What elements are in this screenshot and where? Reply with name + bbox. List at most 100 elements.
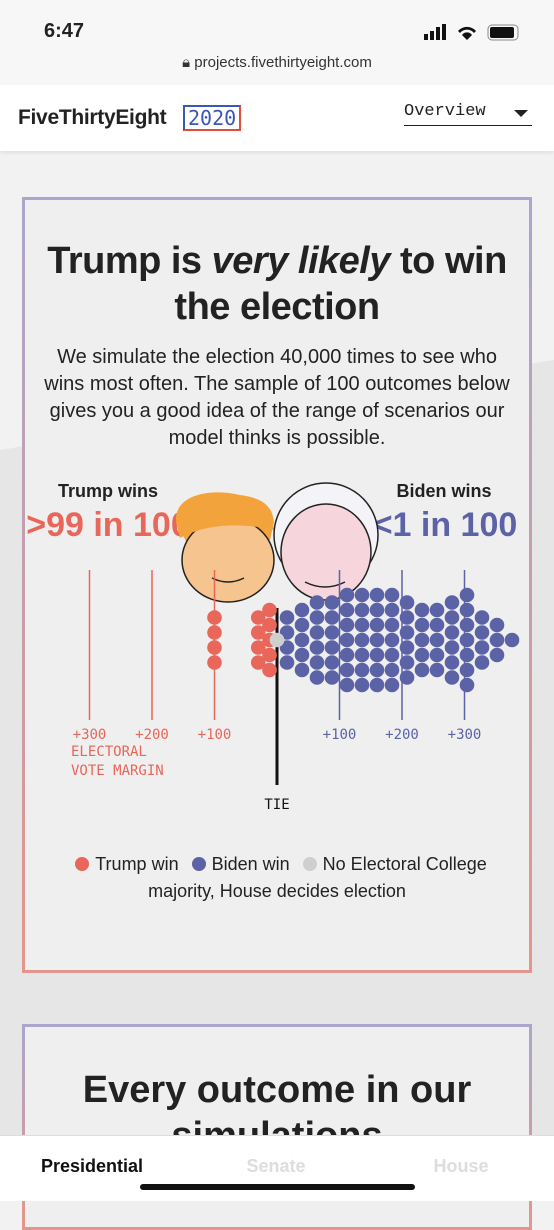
outcome-dot	[444, 655, 460, 670]
url[interactable]: projects.fivethirtyeight.com	[194, 54, 372, 71]
outcome-dot	[459, 647, 475, 663]
outcome-dot	[399, 595, 415, 610]
tie-label: TIE	[264, 797, 289, 813]
outcome-dot	[207, 655, 222, 670]
outcome-dot	[399, 655, 415, 670]
left-label: Trump wins	[58, 481, 158, 501]
legend-label: Trump win	[95, 854, 179, 874]
x-tick-label: +300	[448, 727, 482, 743]
outcome-dot	[324, 625, 340, 640]
outcome-dot	[384, 647, 400, 663]
outcome-dot	[294, 632, 310, 648]
right-label: Biden wins	[396, 481, 491, 501]
outcome-dot	[262, 662, 277, 678]
outcome-dot	[459, 617, 475, 633]
outcome-dot	[369, 617, 385, 633]
outcome-dot	[474, 655, 490, 670]
outcome-dot	[250, 625, 266, 640]
outcome-dot	[429, 632, 445, 648]
outcome-dot	[369, 677, 385, 693]
outcome-dot	[354, 602, 370, 618]
outcome-dot	[309, 595, 325, 610]
overview-menu[interactable]: Overview	[404, 102, 532, 126]
legend-swatch	[191, 857, 206, 871]
outcome-dot	[399, 610, 415, 625]
legend-label: Biden win	[211, 854, 290, 874]
outcome-dot	[207, 625, 222, 640]
legend-item: Trump win	[67, 854, 179, 874]
outcome-dot	[414, 632, 430, 648]
brand-logo[interactable]: FiveThirtyEight	[18, 106, 167, 129]
outcome-dot	[384, 587, 400, 603]
outcome-dot	[414, 617, 430, 633]
outcome-dot	[444, 595, 460, 610]
outcome-dot	[369, 632, 385, 648]
title-emphasis: very likely	[211, 240, 391, 282]
outcome-dot	[354, 662, 370, 678]
x-axis-label: ELECTORAL VOTE MARGIN	[71, 744, 164, 779]
outcome-dot	[339, 647, 355, 663]
outcome-dot	[269, 632, 285, 648]
outcome-chart: Trump wins >99 in 100 Biden wins <1 in 1…	[26, 481, 520, 813]
outcome-dot	[339, 632, 355, 648]
outcome-dot	[309, 640, 325, 655]
outcome-dot	[429, 617, 445, 633]
tab[interactable]: House	[433, 1156, 489, 1176]
outcome-dot	[414, 602, 430, 618]
legend-swatch	[75, 857, 90, 871]
outcome-dot	[414, 662, 430, 678]
outcome-dot	[444, 640, 460, 655]
outcome-dot	[250, 610, 266, 625]
clock: 6:47	[44, 20, 85, 42]
outcome-dot	[489, 632, 505, 648]
outcome-dot	[339, 617, 355, 633]
site-header: FiveThirtyEight 2020 Overview	[0, 85, 554, 151]
card-title: Trump is very likely to win the election	[35, 238, 519, 330]
outcome-dot	[324, 655, 340, 670]
outcome-dot	[354, 587, 370, 603]
outcome-dot	[384, 677, 400, 693]
outcome-dot	[459, 587, 475, 603]
title-start: Trump is	[47, 240, 202, 282]
outcome-dot	[262, 617, 277, 633]
outcome-dot	[309, 670, 325, 685]
outcome-dot	[339, 662, 355, 678]
legend-item: Biden win	[184, 854, 290, 874]
tab[interactable]: Senate	[246, 1156, 306, 1176]
outcome-dot	[429, 647, 445, 663]
outcome-dot	[354, 632, 370, 648]
legend: Trump win Biden win No Electoral College…	[57, 851, 497, 905]
outcome-dot	[309, 655, 325, 670]
outcome-dot	[459, 677, 475, 693]
outcome-dot	[207, 610, 222, 625]
outcome-dot	[279, 655, 295, 670]
outcome-dot	[369, 647, 385, 663]
outcome-dot	[444, 610, 460, 625]
legend-swatch	[302, 857, 317, 871]
outcome-dot	[459, 632, 475, 648]
right-value: <1 in 100	[373, 506, 518, 544]
x-tick-label: +100	[198, 727, 232, 743]
outcome-dot	[474, 625, 490, 640]
outcome-dot	[429, 602, 445, 618]
outcome-dot	[399, 625, 415, 640]
menu-label: Overview	[404, 102, 486, 121]
outcome-dot	[429, 662, 445, 678]
outcome-dot	[262, 602, 277, 618]
outcome-dot	[354, 617, 370, 633]
outcome-dot	[207, 640, 222, 655]
left-value: >99 in 100	[26, 506, 190, 544]
outcome-dot	[354, 647, 370, 663]
outcome-dot	[324, 610, 340, 625]
outcome-dot	[294, 617, 310, 633]
outcome-dot	[369, 587, 385, 603]
outcome-dot	[369, 662, 385, 678]
outcome-dot	[279, 625, 295, 640]
tab-bar: Presidential Senate House	[0, 1135, 554, 1201]
outcome-dot	[399, 670, 415, 685]
outcome-dot	[459, 662, 475, 678]
tab[interactable]: Presidential	[40, 1156, 144, 1176]
outcome-dot	[384, 602, 400, 618]
address-bar[interactable]: 🔒︎ projects.fivethirtyeight.com	[0, 54, 554, 71]
outcome-dot	[384, 662, 400, 678]
